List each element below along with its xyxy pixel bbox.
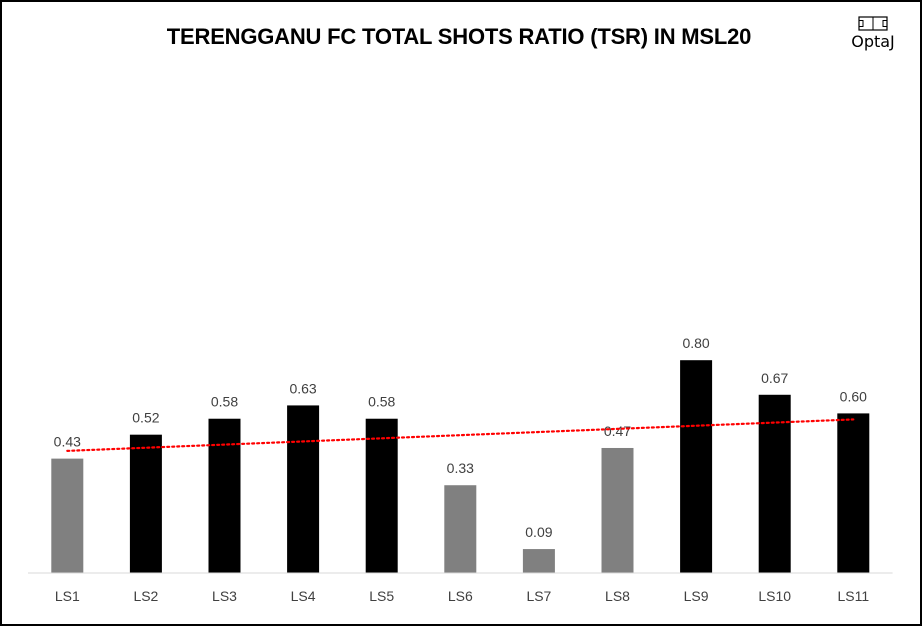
bar-ls3 bbox=[208, 418, 241, 573]
data-label: 0.47 bbox=[604, 423, 631, 439]
tick-label: LS11 bbox=[837, 588, 869, 604]
bar-ls5 bbox=[365, 418, 398, 573]
tick-label: LS9 bbox=[684, 588, 709, 604]
data-label: 0.63 bbox=[289, 380, 316, 396]
logo-text: OptaJ bbox=[851, 32, 895, 51]
bar-ls4 bbox=[287, 405, 320, 573]
data-label: 0.43 bbox=[54, 434, 81, 450]
tick-label: LS4 bbox=[291, 588, 316, 604]
bar-ls1 bbox=[51, 458, 84, 573]
data-label: 0.09 bbox=[525, 524, 552, 540]
data-label: 0.52 bbox=[132, 410, 159, 426]
optaj-logo: OptaJ bbox=[838, 14, 908, 54]
bar-ls2 bbox=[129, 434, 162, 573]
tick-label: LS10 bbox=[758, 588, 791, 604]
data-label: 0.60 bbox=[840, 388, 867, 404]
bar-ls11 bbox=[837, 413, 870, 573]
data-label: 0.58 bbox=[211, 394, 238, 410]
data-label: 0.80 bbox=[682, 335, 709, 351]
tick-label: LS1 bbox=[55, 588, 80, 604]
tick-label: LS7 bbox=[526, 588, 551, 604]
bar-ls7 bbox=[522, 549, 555, 573]
tick-label: LS2 bbox=[133, 588, 158, 604]
data-label: 0.58 bbox=[368, 394, 395, 410]
bar-ls9 bbox=[680, 360, 713, 573]
tick-label: LS8 bbox=[605, 588, 630, 604]
pitch-icon bbox=[858, 16, 888, 31]
chart-title: TERENGGANU FC TOTAL SHOTS RATIO (TSR) IN… bbox=[166, 24, 752, 49]
tick-label: LS3 bbox=[212, 588, 237, 604]
data-label: 0.33 bbox=[447, 460, 474, 476]
bar-ls10 bbox=[758, 394, 791, 573]
trendline bbox=[66, 418, 855, 452]
bar-ls6 bbox=[444, 485, 477, 573]
bar-ls8 bbox=[601, 447, 634, 573]
tick-label: LS5 bbox=[369, 588, 394, 604]
tick-label: LS6 bbox=[448, 588, 473, 604]
data-label: 0.67 bbox=[761, 370, 788, 386]
